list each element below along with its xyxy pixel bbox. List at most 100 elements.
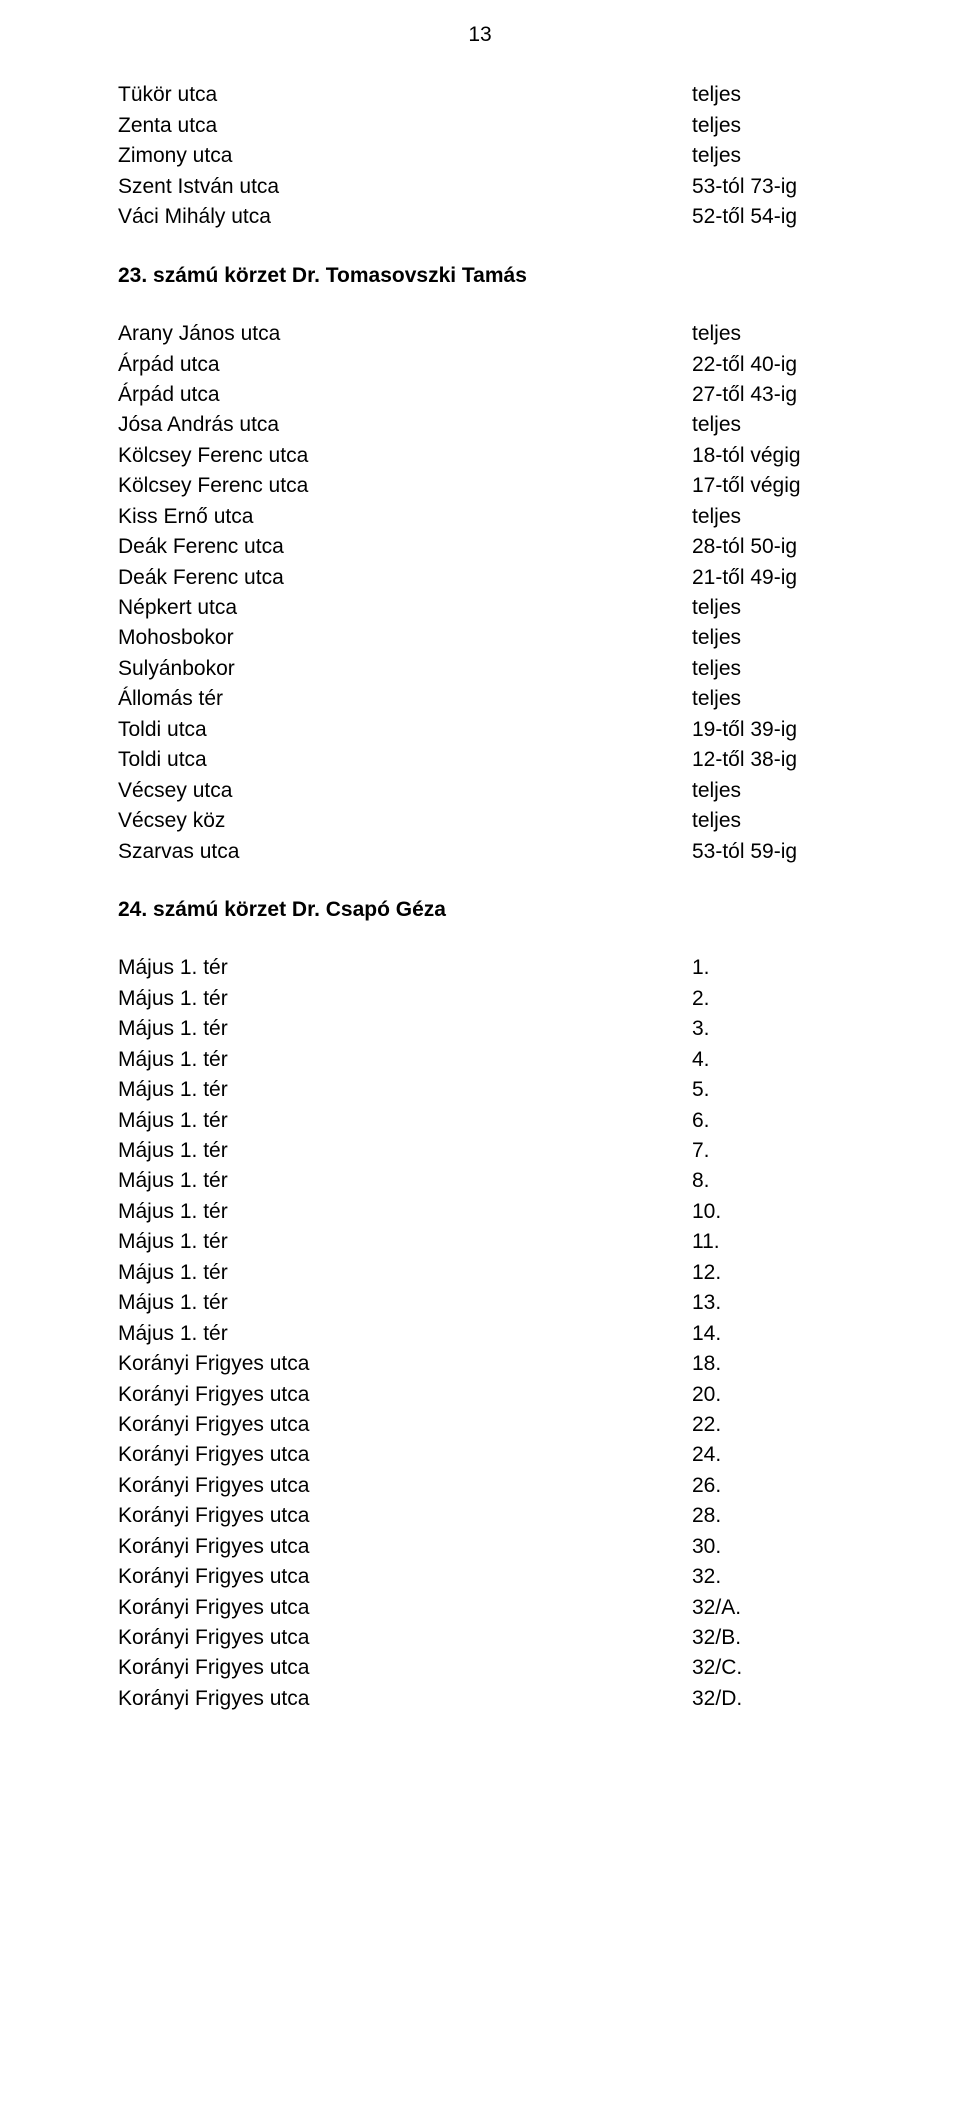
list-row: Május 1. tér 6.: [118, 1106, 842, 1136]
list-row: Május 1. tér 10.: [118, 1197, 842, 1227]
list-row: Árpád utca27-től 43-ig: [118, 380, 842, 410]
row-label: Május 1. tér: [118, 1014, 228, 1044]
row-value: 24.: [692, 1440, 842, 1470]
row-value: 2.: [692, 984, 842, 1014]
row-value: 32/C.: [692, 1653, 842, 1683]
list-row: Kölcsey Ferenc utca17-től végig: [118, 471, 842, 501]
list-row: Korányi Frigyes utca18.: [118, 1349, 842, 1379]
row-value: 14.: [692, 1319, 842, 1349]
row-value: 20.: [692, 1380, 842, 1410]
row-label: Május 1. tér: [118, 1197, 228, 1227]
section-23: Arany János utca teljes Árpád utca 22-től 4…: [118, 319, 842, 867]
row-label: Korányi Frigyes utca: [118, 1532, 309, 1562]
list-row: Toldi utca12-től 38-ig: [118, 745, 842, 775]
list-row: Korányi Frigyes utca 32/D.: [118, 1684, 842, 1714]
list-row: Jósa András utcateljes: [118, 410, 842, 440]
row-value: 8.: [692, 1166, 842, 1196]
row-label: Zimony utca: [118, 141, 232, 171]
row-label: Május 1. tér: [118, 1045, 228, 1075]
list-row: Május 1. tér13.: [118, 1288, 842, 1318]
list-row: Korányi Frigyes utca30.: [118, 1532, 842, 1562]
row-label: Május 1. tér: [118, 1106, 228, 1136]
row-value: 17-től végig: [692, 471, 842, 501]
list-row: Május 1. tér 11.: [118, 1227, 842, 1257]
row-label: Május 1. tér: [118, 1227, 228, 1257]
row-label: Szent István utca: [118, 172, 279, 202]
row-value: 32/D.: [692, 1684, 842, 1714]
row-label: Arany János utca: [118, 319, 280, 349]
row-label: Kölcsey Ferenc utca: [118, 441, 308, 471]
row-label: Állomás tér: [118, 684, 223, 714]
row-label: Korányi Frigyes utca: [118, 1593, 309, 1623]
list-row: Vécsey közteljes: [118, 806, 842, 836]
row-label: Korányi Frigyes utca: [118, 1471, 309, 1501]
row-value: 27-től 43-ig: [692, 380, 842, 410]
list-row: Szent István utca53-tól 73-ig: [118, 172, 842, 202]
list-row: Május 1. tér 1.: [118, 953, 842, 983]
row-label: Korányi Frigyes utca: [118, 1684, 309, 1714]
row-value: 32.: [692, 1562, 842, 1592]
row-value: teljes: [692, 623, 842, 653]
list-row: Sulyánbokorteljes: [118, 654, 842, 684]
list-row: Korányi Frigyes utca 24.: [118, 1440, 842, 1470]
row-value: 3.: [692, 1014, 842, 1044]
row-value: 28.: [692, 1501, 842, 1531]
row-label: Jósa András utca: [118, 410, 279, 440]
row-label: Deák Ferenc utca: [118, 563, 284, 593]
row-label: Váci Mihály utca: [118, 202, 271, 232]
list-row: Május 1. tér 3.: [118, 1014, 842, 1044]
page-number: 13: [118, 20, 842, 50]
row-label: Korányi Frigyes utca: [118, 1410, 309, 1440]
row-value: 22-től 40-ig: [692, 350, 842, 380]
section-top: Tükör utca teljes Zenta utca teljes Zimony u…: [118, 80, 842, 232]
row-value: teljes: [692, 141, 842, 171]
row-label: Deák Ferenc utca: [118, 532, 284, 562]
row-value: teljes: [692, 80, 842, 110]
row-label: Zenta utca: [118, 111, 217, 141]
list-row: Vécsey utcateljes: [118, 776, 842, 806]
row-label: Korányi Frigyes utca: [118, 1440, 309, 1470]
list-row: Korányi Frigyes utca 32.: [118, 1562, 842, 1592]
list-row: Korányi Frigyes utca32/B.: [118, 1623, 842, 1653]
list-row: Népkert utcateljes: [118, 593, 842, 623]
row-label: Szarvas utca: [118, 837, 239, 867]
row-label: Május 1. tér: [118, 1075, 228, 1105]
row-label: Korányi Frigyes utca: [118, 1562, 309, 1592]
row-value: 6.: [692, 1106, 842, 1136]
list-row: Korányi Frigyes utca 32/A.: [118, 1593, 842, 1623]
row-label: Tükör utca: [118, 80, 217, 110]
list-row: Május 1. tér 14.: [118, 1319, 842, 1349]
row-label: Korányi Frigyes utca: [118, 1501, 309, 1531]
list-row: Korányi Frigyes utca 32/C.: [118, 1653, 842, 1683]
document-page: 13 Tükör utca teljes Zenta utca teljes Zimon…: [0, 0, 960, 1754]
row-value: 32/A.: [692, 1593, 842, 1623]
row-label: Korányi Frigyes utca: [118, 1380, 309, 1410]
list-row: Kiss Ernő utcateljes: [118, 502, 842, 532]
row-value: 10.: [692, 1197, 842, 1227]
row-value: 22.: [692, 1410, 842, 1440]
list-row: Szarvas utca53-tól 59-ig: [118, 837, 842, 867]
list-row: Toldi utca19-től 39-ig: [118, 715, 842, 745]
list-row: Árpád utca 22-től 40-ig: [118, 350, 842, 380]
row-value: 12.: [692, 1258, 842, 1288]
row-label: Május 1. tér: [118, 953, 228, 983]
row-label: Május 1. tér: [118, 1258, 228, 1288]
row-label: Május 1. tér: [118, 1319, 228, 1349]
row-value: 5.: [692, 1075, 842, 1105]
row-label: Korányi Frigyes utca: [118, 1653, 309, 1683]
row-value: 1.: [692, 953, 842, 983]
row-value: 26.: [692, 1471, 842, 1501]
list-row: Kölcsey Ferenc utca18-tól végig: [118, 441, 842, 471]
row-value: 11.: [692, 1227, 842, 1257]
row-label: Korányi Frigyes utca: [118, 1623, 309, 1653]
list-row: Május 1. tér4.: [118, 1045, 842, 1075]
row-value: 52-től 54-ig: [692, 202, 842, 232]
row-label: Sulyánbokor: [118, 654, 235, 684]
row-label: Május 1. tér: [118, 1288, 228, 1318]
row-label: Mohosbokor: [118, 623, 234, 653]
list-row: Korányi Frigyes utca 20.: [118, 1380, 842, 1410]
row-label: Árpád utca: [118, 350, 220, 380]
row-value: teljes: [692, 776, 842, 806]
row-label: Május 1. tér: [118, 984, 228, 1014]
list-row: Tükör utca teljes: [118, 80, 842, 110]
